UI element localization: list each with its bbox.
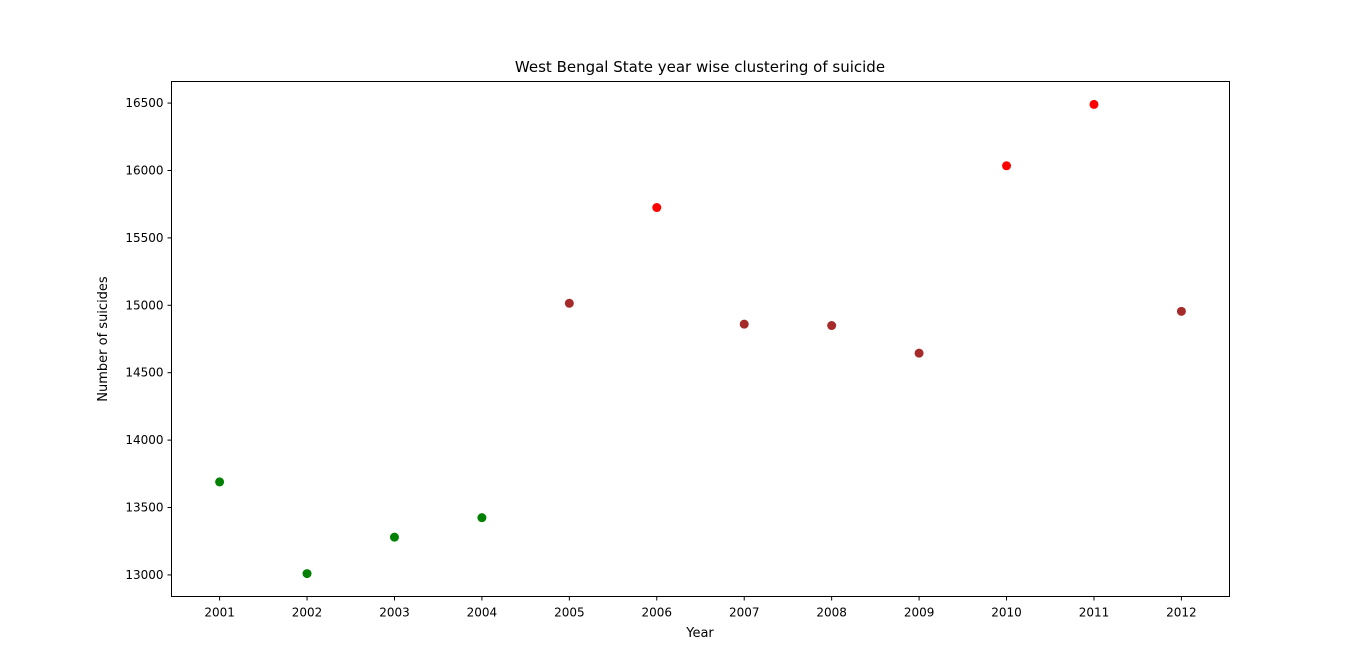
data-point [652, 203, 662, 213]
data-point [1002, 161, 1012, 171]
y-tick-label: 13500 [125, 501, 163, 515]
y-tick-label: 15000 [125, 298, 163, 312]
x-tick-label: 2001 [204, 606, 235, 620]
data-point [914, 348, 924, 358]
data-point [302, 569, 312, 579]
data-point [215, 477, 225, 487]
y-axis-ticks: 13000 13500 14000 14500 15000 15500 16000 16500 [125, 96, 172, 582]
data-point [827, 321, 837, 331]
data-point [1089, 99, 1099, 109]
data-point [477, 513, 487, 523]
x-tick-label: 2009 [904, 606, 935, 620]
x-tick-label: 2002 [292, 606, 323, 620]
x-tick-label: 2006 [642, 606, 673, 620]
x-tick-label: 2008 [816, 606, 847, 620]
x-axis-ticks: 2001 2002 2003 2004 2005 2006 2007 2008 2009 2010… [204, 596, 1197, 620]
x-tick-label: 2010 [991, 606, 1022, 620]
y-tick-label: 13000 [125, 568, 163, 582]
y-axis-label: Number of suicides [96, 276, 111, 402]
x-tick-label: 2005 [554, 606, 585, 620]
x-tick-label: 2011 [1079, 606, 1110, 620]
data-point [389, 532, 399, 542]
y-tick-label: 14500 [125, 366, 163, 380]
plot-frame [171, 81, 1230, 597]
x-axis-label: Year [685, 626, 714, 641]
data-point [739, 319, 749, 329]
plot-area: 2001 2002 2003 2004 2005 2006 2007 2008 2009 2010… [125, 81, 1230, 620]
data-point [1176, 306, 1186, 316]
x-tick-label: 2004 [467, 606, 498, 620]
x-tick-label: 2012 [1166, 606, 1197, 620]
data-point [564, 298, 574, 308]
y-tick-label: 14000 [125, 433, 163, 447]
chart-title: West Bengal State year wise clustering o… [515, 58, 885, 76]
x-tick-label: 2003 [379, 606, 410, 620]
y-tick-label: 15500 [125, 231, 163, 245]
data-points [215, 99, 1186, 579]
y-tick-label: 16000 [125, 163, 163, 177]
y-tick-label: 16500 [125, 96, 163, 110]
x-tick-label: 2007 [729, 606, 760, 620]
